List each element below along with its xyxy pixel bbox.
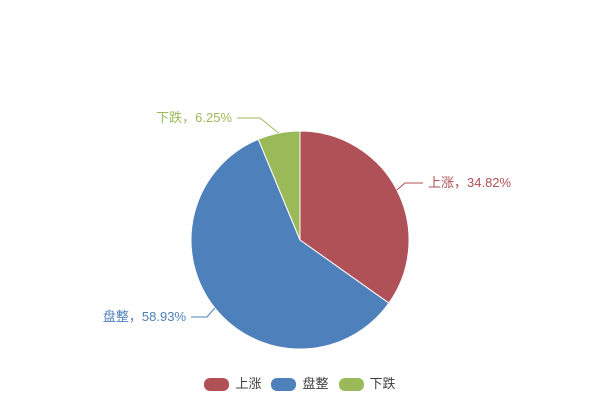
legend-item-rise[interactable]: 上涨 xyxy=(204,376,261,392)
pie-slice-flat[interactable] xyxy=(190,138,390,350)
legend-marker-flat xyxy=(271,377,297,391)
label-leader-line-fall xyxy=(237,117,280,134)
legend-item-flat[interactable]: 盘整 xyxy=(271,376,329,392)
legend-label-fall: 下跌 xyxy=(369,376,396,391)
label-leader-line-flat xyxy=(191,307,216,318)
legend-marker-fall xyxy=(338,377,364,391)
slice-label-fall: 下跌，6.25% xyxy=(156,110,232,125)
legend-label-rise: 上涨 xyxy=(235,376,262,391)
slice-label-flat: 盘整，58.93% xyxy=(102,309,186,324)
legend-marker-rise xyxy=(204,377,230,391)
pie-slice-fall[interactable] xyxy=(257,130,301,241)
legend: 上涨 盘整 下跌 xyxy=(0,376,600,392)
label-leader-line-rise xyxy=(396,182,423,191)
legend-item-fall[interactable]: 下跌 xyxy=(338,376,396,392)
legend-label-flat: 盘整 xyxy=(302,376,329,391)
slice-label-rise: 上涨，34.82% xyxy=(428,175,512,190)
